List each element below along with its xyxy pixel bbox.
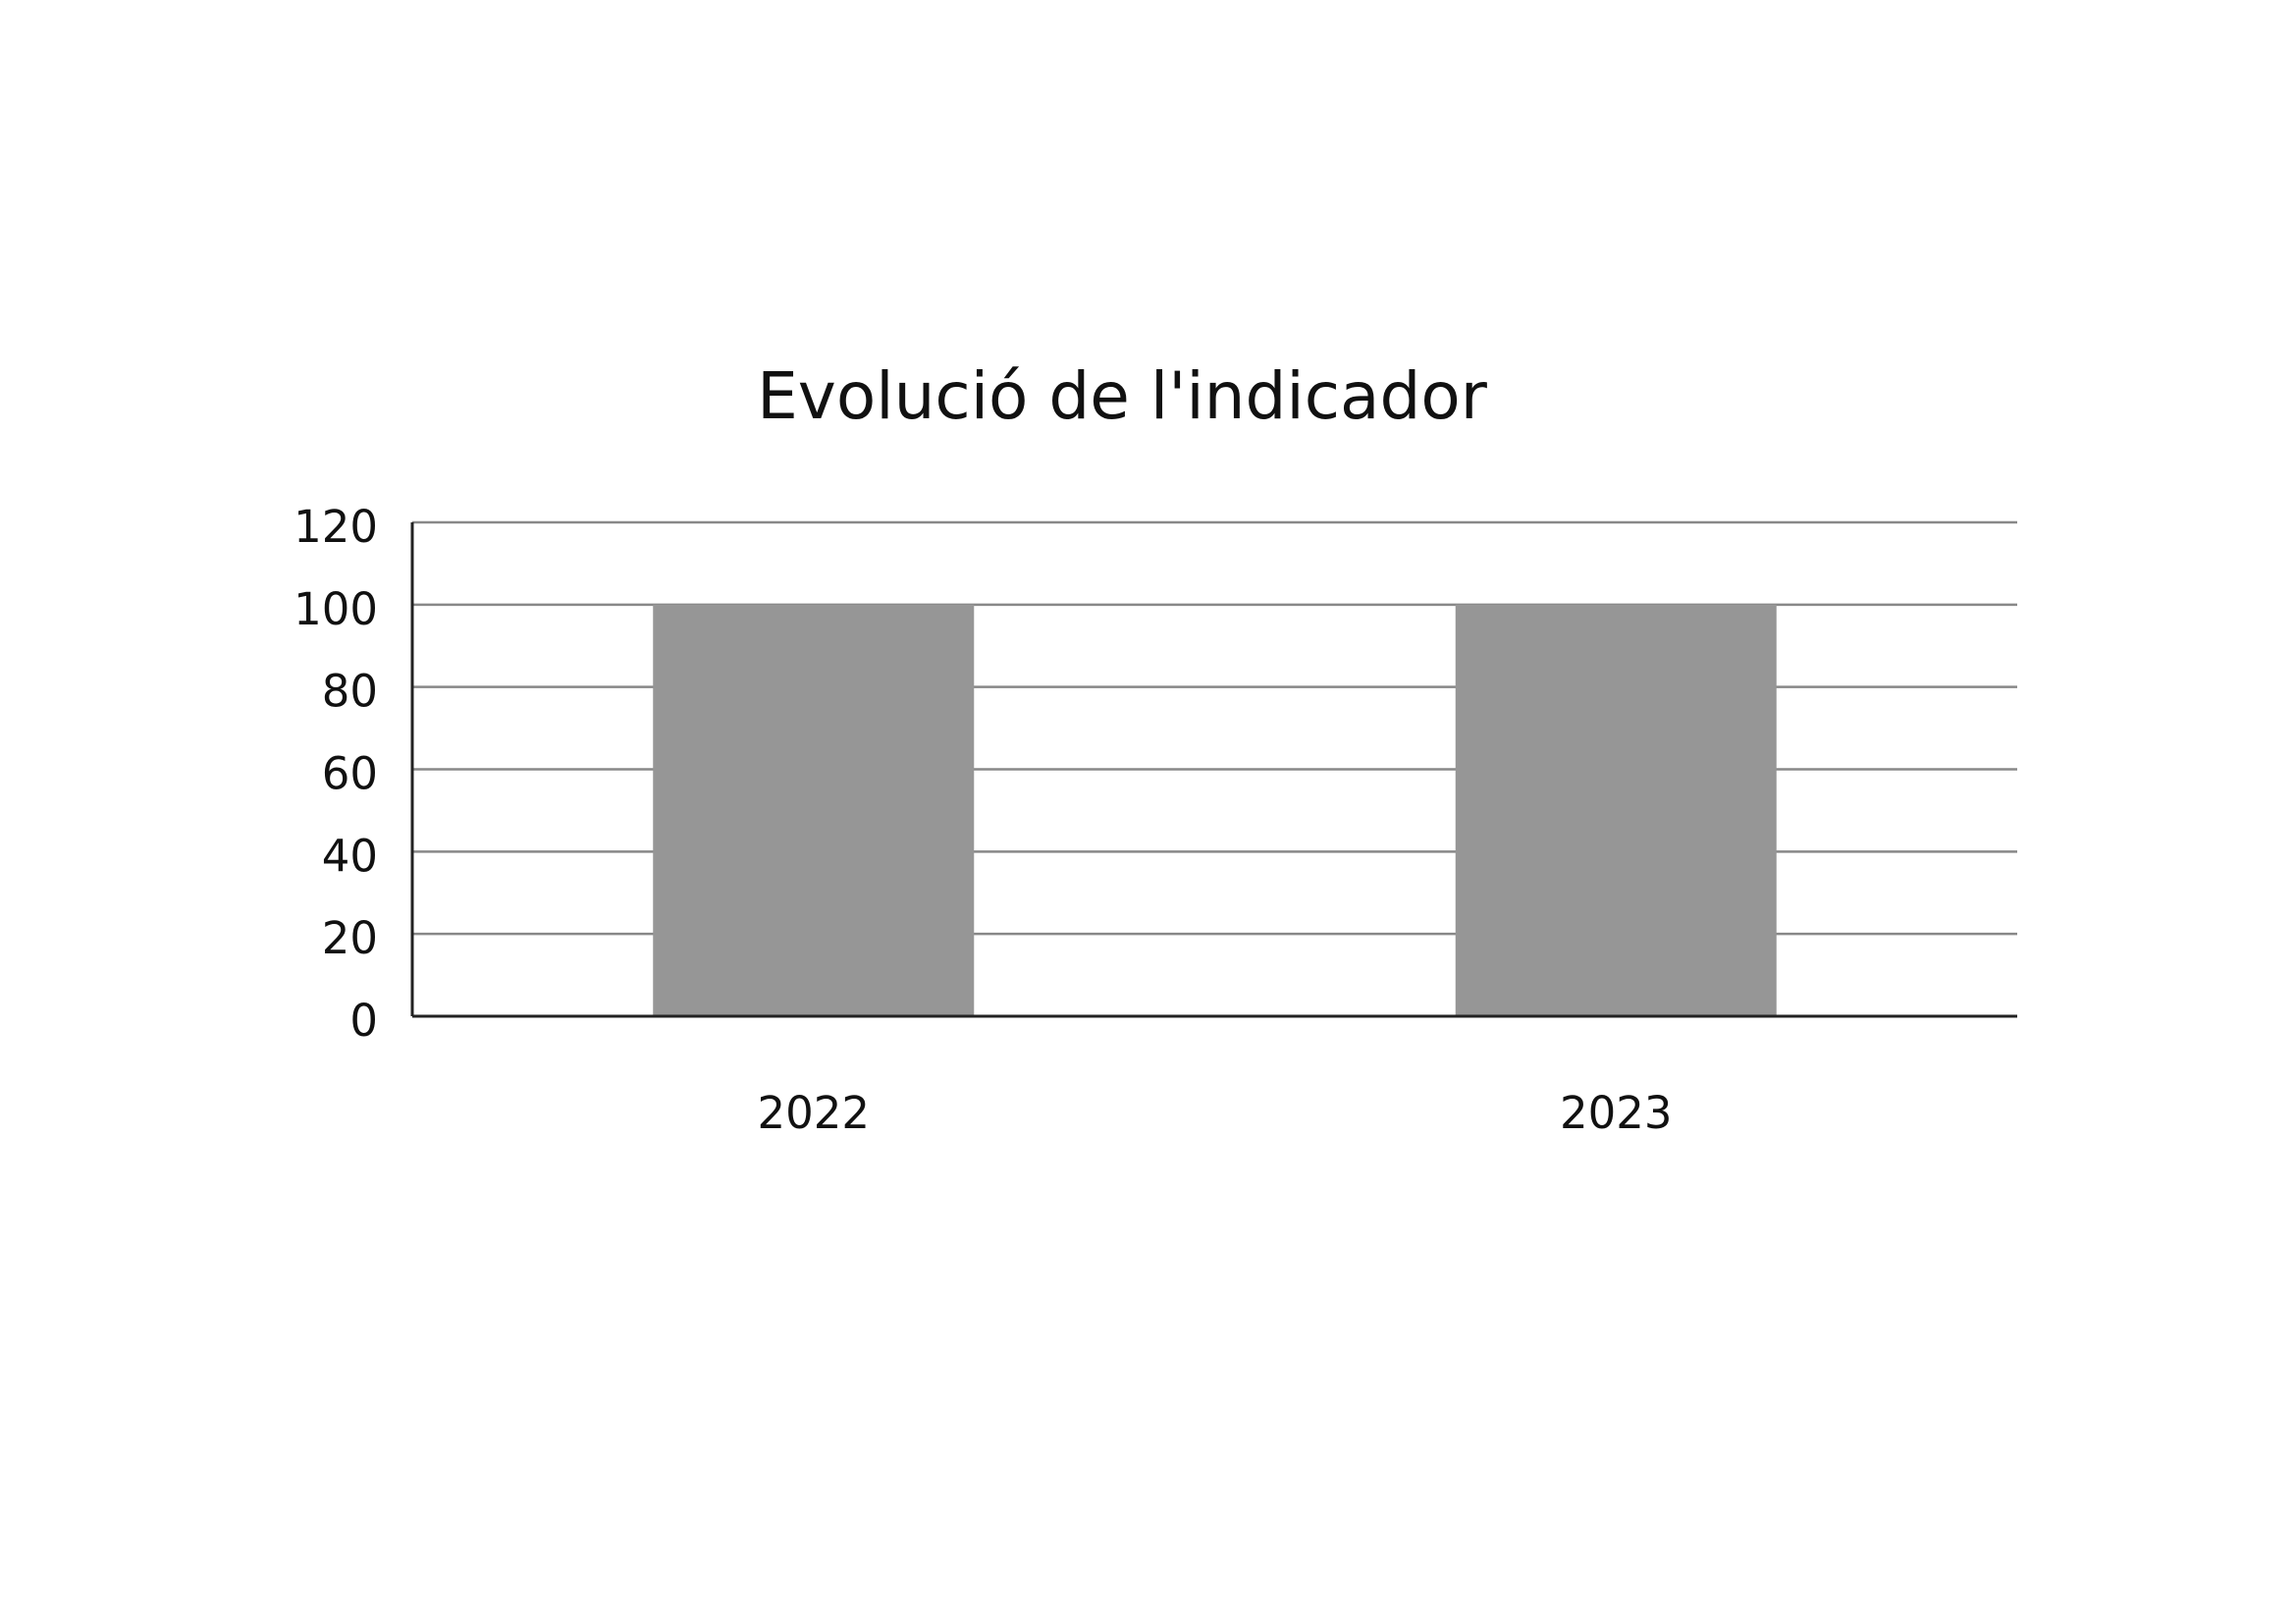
y-tick-label: 0: [349, 995, 378, 1047]
x-tick-label: 2023: [1560, 1087, 1673, 1139]
bar: [653, 604, 975, 1016]
y-tick-label: 100: [294, 583, 378, 635]
y-tick-label: 20: [322, 912, 378, 964]
chart-title: Evolució de l'indicador: [757, 358, 1488, 434]
y-tick-label: 60: [322, 748, 378, 800]
y-tick-label: 120: [294, 501, 378, 553]
bar: [1455, 604, 1777, 1016]
y-tick-label: 80: [322, 666, 378, 718]
x-tick-label: 2022: [757, 1087, 870, 1139]
y-tick-label: 40: [322, 830, 378, 882]
